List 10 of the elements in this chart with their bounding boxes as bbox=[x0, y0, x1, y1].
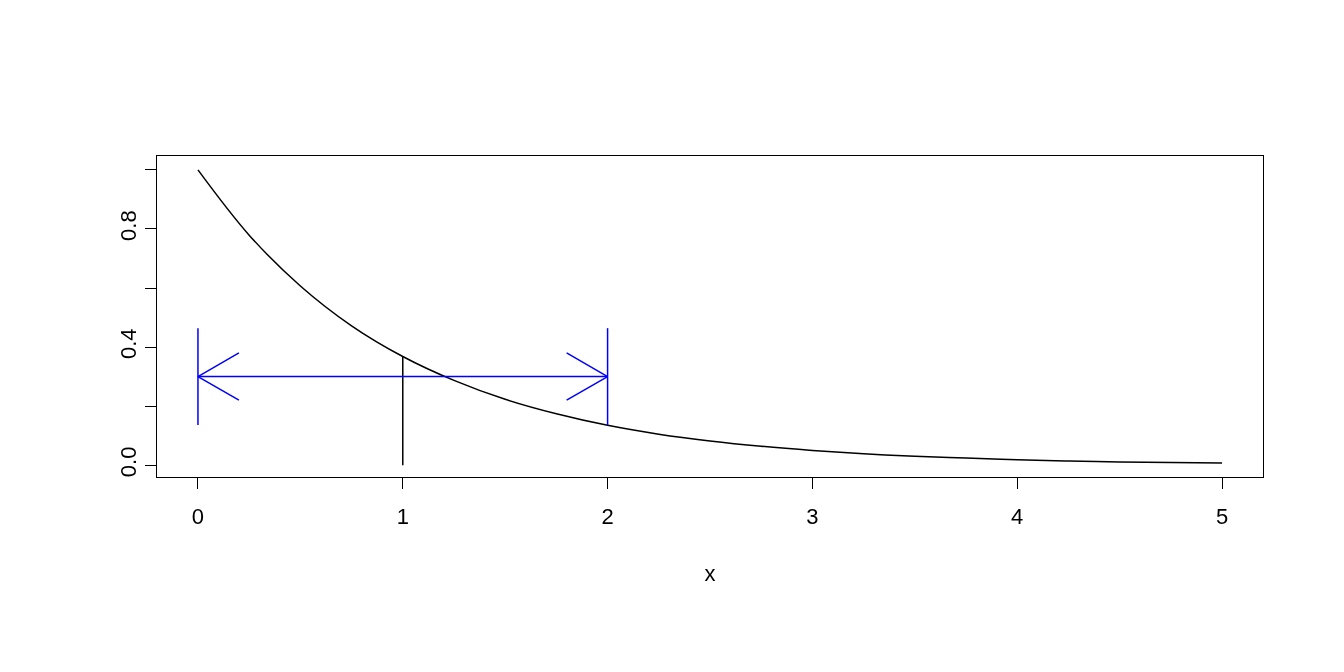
x-tick-label: 2 bbox=[601, 503, 614, 529]
x-tick-label: 3 bbox=[806, 503, 819, 529]
y-tick-label: 0.8 bbox=[116, 210, 141, 241]
x-tick-label: 5 bbox=[1215, 503, 1229, 529]
y-tick-label: 0.4 bbox=[116, 328, 141, 360]
y-tick-label: 0.0 bbox=[116, 446, 141, 478]
x-tick-label: 0 bbox=[191, 503, 205, 529]
x-tick-label: 4 bbox=[1011, 503, 1024, 529]
x-axis-title: x bbox=[704, 561, 716, 587]
x-tick-label: 1 bbox=[396, 503, 409, 529]
